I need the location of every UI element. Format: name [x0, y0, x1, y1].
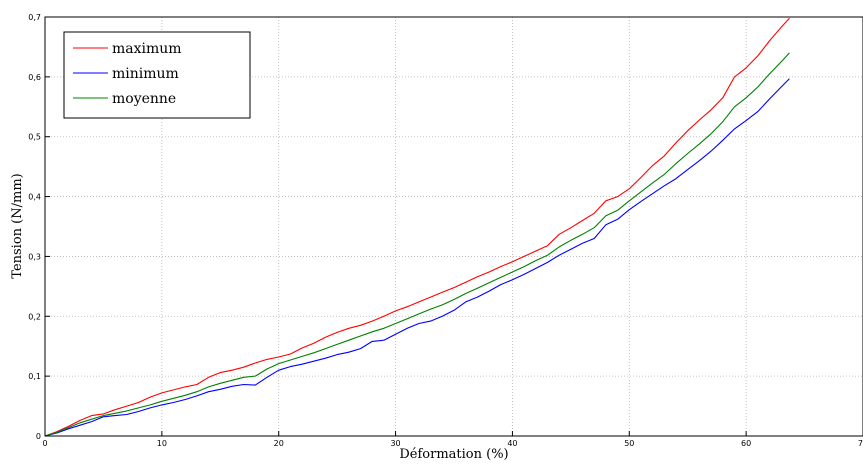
- legend-label-minimum: minimum: [112, 66, 179, 82]
- x-tick-label: 0: [42, 439, 47, 448]
- legend-box: [63, 31, 251, 119]
- series-layer: [44, 17, 790, 437]
- series-line-moyenne: [44, 52, 790, 437]
- y-tick-label: 0,2: [28, 312, 41, 321]
- x-tick-label: 20: [274, 439, 284, 448]
- legend-label-moyenne: moyenne: [112, 91, 176, 107]
- x-tick-label: 60: [741, 439, 751, 448]
- axis-ticks: 0 10 20 30 40 50 60 70 0 0,1 0,2 0,3 0,4 0,5 0,6 0,7: [28, 13, 863, 448]
- x-tick-label: 10: [157, 439, 167, 448]
- plot-frame: [44, 16, 863, 437]
- y-tick-label: 0,1: [28, 372, 41, 381]
- series-line-maximum: [44, 17, 790, 437]
- x-tick-label: 40: [507, 439, 517, 448]
- y-axis-label: Tension (N/mm): [10, 173, 25, 278]
- series-line-minimum: [44, 78, 790, 437]
- y-tick-label: 0,5: [28, 133, 41, 142]
- y-tick-label: 0,6: [28, 73, 41, 82]
- y-tick-label: 0,3: [28, 252, 41, 261]
- x-axis-label: Déformation (%): [399, 447, 508, 462]
- legend-label-maximum: maximum: [112, 41, 182, 57]
- y-tick-label: 0,4: [28, 193, 41, 202]
- y-tick-label: 0,7: [28, 13, 41, 22]
- x-tick-label: 70: [858, 439, 863, 448]
- x-tick-label: 50: [624, 439, 634, 448]
- legend: maximum minimum moyenne: [63, 31, 251, 119]
- y-tick-label: 0: [36, 432, 41, 441]
- x-tick-label: 30: [390, 439, 400, 448]
